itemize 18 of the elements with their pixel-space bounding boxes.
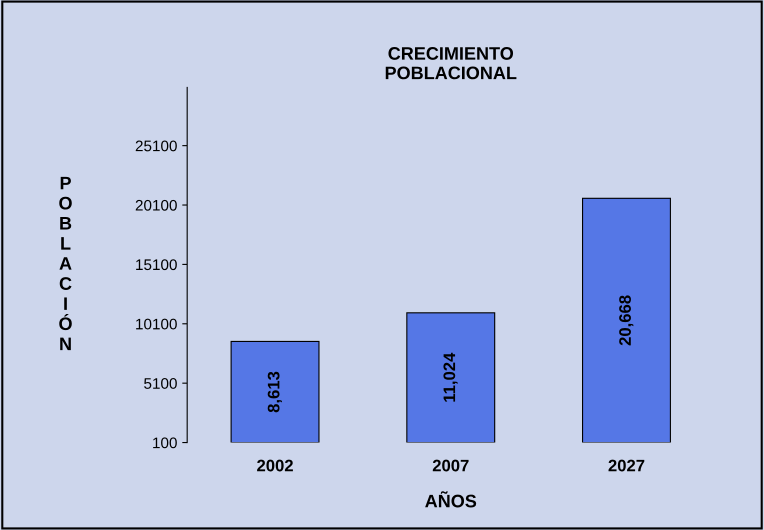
text: POBLACIÓN [59,176,72,350]
x-axis-title: AÑOS [425,491,476,508]
y-tick-label: 25100 [136,140,177,152]
data-label: 11,024 [443,352,458,402]
y-tick-label: 20100 [136,200,177,211]
bar [406,312,496,443]
x-tick-label: 2027 [608,460,644,472]
y-tick-label: 10100 [136,318,177,330]
y-tick-label: 100 [153,437,177,448]
y-tick-label: 15100 [136,259,177,270]
x-tick-label: 2007 [432,460,469,472]
data-label: 20,668 [619,295,634,346]
y-tick-label: 5100 [144,378,177,389]
chart-title: CRECIMIENTO POBLACIONAL [386,47,516,80]
bar [230,340,320,443]
bar [582,198,671,443]
data-label: 8,613 [268,372,282,412]
x-tick-label: 2002 [257,460,293,472]
